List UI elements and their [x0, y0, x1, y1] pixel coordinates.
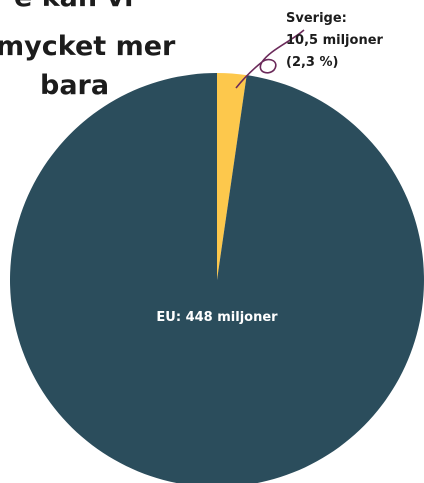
pie-slice: [10, 73, 424, 483]
pie-slice: [217, 73, 247, 280]
title-line: mycket mer: [0, 31, 176, 62]
slice-label: (2,3 %): [286, 55, 338, 70]
title-line: e kan vi: [14, 0, 133, 13]
title-line: bara: [40, 70, 109, 101]
pie: [10, 73, 424, 483]
slice-label: Sverige:: [286, 11, 347, 26]
leader-line: [235, 29, 305, 89]
slice-label: 10,5 miljoner: [286, 33, 384, 48]
slice-label: EU: 448 miljoner: [156, 310, 278, 325]
